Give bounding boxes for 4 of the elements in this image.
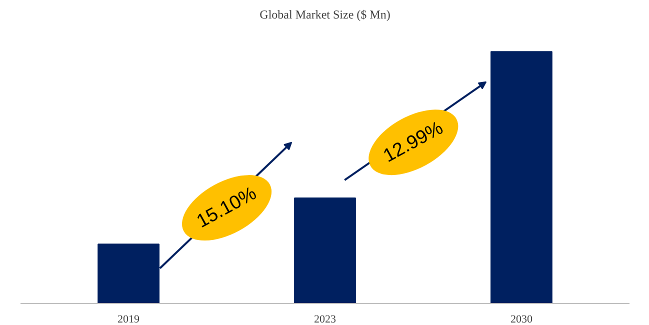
x-tick-label: 2023 xyxy=(314,314,336,325)
chart-title: Global Market Size ($ Mn) xyxy=(260,8,390,22)
x-tick-label: 2019 xyxy=(118,314,140,325)
x-tick-label: 2030 xyxy=(510,314,533,325)
